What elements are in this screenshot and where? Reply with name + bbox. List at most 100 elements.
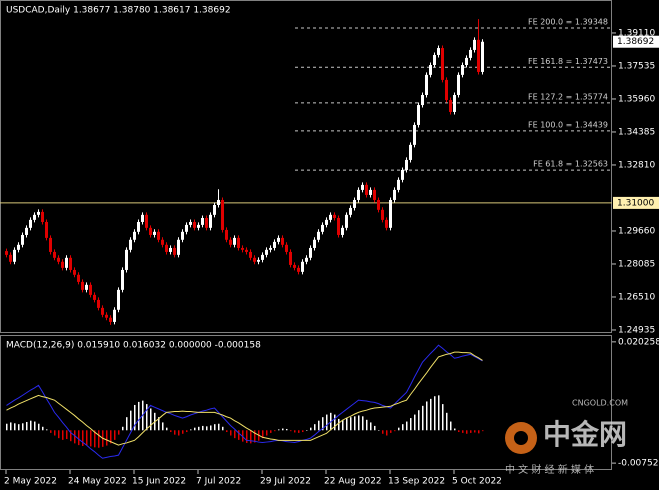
macd-histogram-bar — [458, 430, 460, 433]
candle-body — [209, 214, 212, 228]
candle-body — [349, 207, 352, 215]
macd-histogram-bar — [182, 430, 184, 434]
candle-body — [113, 309, 116, 322]
macd-histogram-bar — [290, 430, 292, 432]
candle-body — [85, 284, 88, 290]
macd-histogram-bar — [50, 430, 52, 433]
candle-body — [105, 314, 108, 318]
candles — [5, 19, 484, 325]
candle-body — [181, 231, 184, 240]
macd-histogram-bar — [250, 430, 252, 444]
candle-body — [417, 105, 420, 125]
macd-histogram-bar — [150, 408, 152, 431]
candle-body — [465, 57, 468, 66]
candle-body — [477, 39, 480, 72]
macd-histogram-bar — [354, 416, 356, 431]
candle-body — [157, 231, 160, 240]
macd-histogram-bar — [346, 418, 348, 431]
macd-histogram-bar — [34, 421, 36, 431]
candle-body — [13, 249, 16, 262]
macd-histogram-bar — [18, 424, 20, 431]
macd-histogram-bar — [194, 427, 196, 431]
macd-histogram-bar — [342, 419, 344, 431]
macd-histogram-bar — [362, 416, 364, 431]
candle-body — [409, 144, 412, 160]
macd-histogram-bar — [234, 430, 236, 439]
candle-body — [221, 199, 224, 230]
candle-body — [469, 49, 472, 58]
y-tick-label: 1.39110 — [618, 28, 655, 38]
candle-body — [277, 237, 280, 242]
macd-histogram-bar — [74, 430, 76, 444]
macd-histogram-bar — [30, 420, 32, 431]
macd-pane-border — [0, 335, 612, 470]
candle-body — [57, 257, 60, 262]
macd-histogram-bar — [82, 430, 84, 446]
macd-histogram-bar — [314, 424, 316, 431]
candle-body — [17, 244, 20, 250]
candle-body — [45, 221, 48, 238]
candle-body — [5, 251, 8, 255]
candle-body — [37, 211, 40, 215]
candle-body — [285, 244, 288, 252]
x-tick-label: 22 Aug 2022 — [324, 477, 382, 487]
candle-body — [173, 247, 176, 255]
candle-body — [141, 214, 144, 222]
y-tick-label: 1.26510 — [618, 292, 655, 302]
candle-body — [193, 221, 196, 228]
candle-body — [253, 257, 256, 262]
level-label-box — [613, 196, 659, 209]
candle-body — [385, 219, 388, 228]
macd-histogram-bar — [110, 430, 112, 444]
candle-body — [65, 257, 68, 268]
macd-histogram-bar — [134, 404, 136, 431]
macd-histogram-bar — [138, 401, 140, 431]
current-price-box — [613, 35, 659, 48]
macd-histogram-bar — [430, 398, 432, 431]
macd-histogram-bar — [62, 430, 64, 440]
candle-body — [457, 74, 460, 95]
macd-histogram-bar — [86, 430, 88, 446]
macd-histogram-bar — [386, 430, 388, 436]
watermark-brand: 中金网 — [543, 418, 627, 451]
candle-body — [473, 39, 476, 50]
macd-histogram-bar — [318, 420, 320, 431]
candle-body — [33, 214, 36, 220]
watermark-slogan: 中 文 财 经 新 媒 体 — [505, 463, 594, 476]
candle-body — [121, 269, 124, 290]
macd-histogram-bar — [422, 405, 424, 431]
macd-histogram-bar — [22, 423, 24, 431]
candle-body — [93, 294, 96, 300]
macd-histogram-bar — [454, 428, 456, 431]
macd-histogram-bar — [198, 426, 200, 431]
candle-body — [49, 237, 52, 252]
macd-histogram-bar — [174, 430, 176, 435]
y-tick-label: 1.35960 — [618, 94, 655, 104]
candle-body — [405, 159, 408, 171]
macd-histogram-bar — [170, 430, 172, 433]
macd-histogram-bar — [122, 426, 124, 431]
macd-histogram-bar — [266, 430, 268, 436]
candle-body — [145, 214, 148, 228]
candle-body — [233, 237, 236, 245]
candle-body — [109, 317, 112, 322]
candle-body — [281, 237, 284, 245]
candle-body — [273, 241, 276, 248]
candle-body — [217, 199, 220, 205]
candle-body — [373, 189, 376, 200]
macd-histogram-bar — [442, 404, 444, 431]
macd-histogram-bar — [390, 430, 392, 433]
x-tick-label: 2 May 2022 — [4, 477, 57, 487]
candle-body — [149, 227, 152, 235]
macd-histogram-bar — [334, 414, 336, 431]
candle-body — [25, 227, 28, 235]
x-tick-label: 7 Jul 2022 — [196, 477, 241, 487]
macd-y-tick-label: -0.007521 — [618, 459, 659, 469]
logo-hole — [514, 431, 528, 445]
candle-body — [41, 211, 44, 222]
macd-histogram-bar — [410, 418, 412, 431]
candle-body — [61, 261, 64, 268]
macd-histogram-bar — [118, 430, 120, 435]
x-tick-label: 5 Oct 2022 — [452, 477, 502, 487]
